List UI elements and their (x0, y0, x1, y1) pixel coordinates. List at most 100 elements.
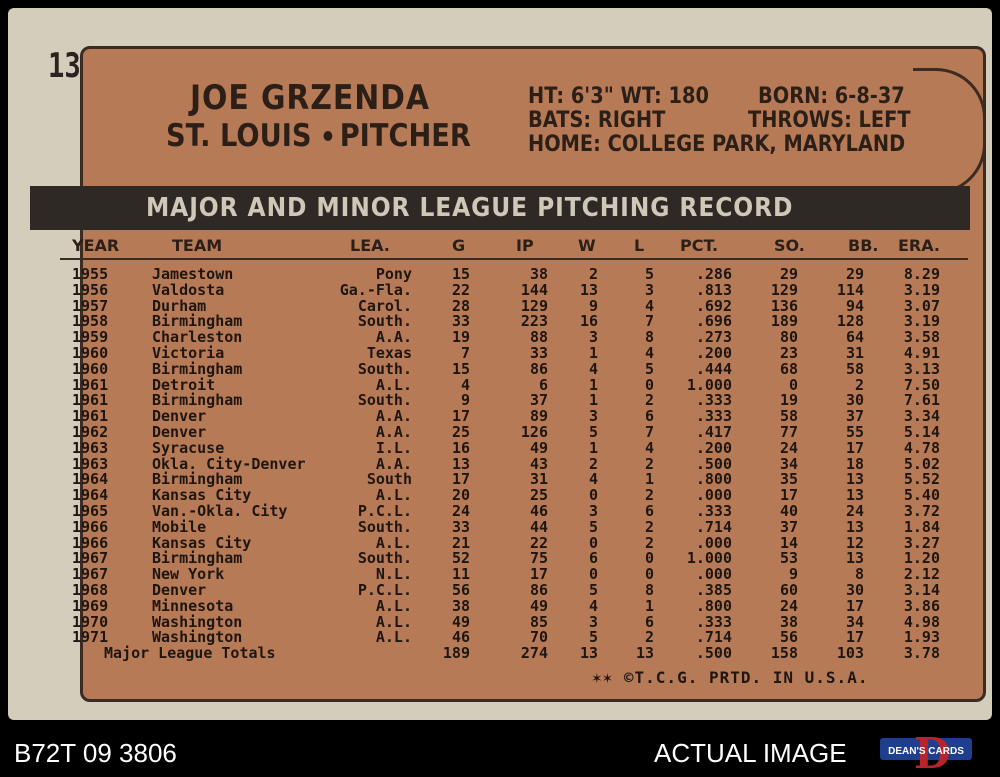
cell-innings: 44 (529, 517, 548, 536)
cell-losses: 6 (644, 502, 654, 520)
cell-team: Okla. City-Denver (152, 454, 306, 473)
cell-wins: 4 (588, 596, 598, 615)
cell-walks: 18 (845, 454, 864, 473)
cell-losses: 2 (644, 517, 654, 536)
cell-year: 1956 (72, 280, 109, 299)
cell-pct: .692 (695, 296, 732, 315)
cell-year: 1960 (72, 344, 109, 362)
cell-strikeouts: 19 (779, 391, 798, 410)
cell-era: 5.40 (903, 486, 940, 505)
cell-games: 17 (451, 470, 470, 489)
cell-strikeouts: 24 (779, 596, 798, 615)
header-losses: L (634, 236, 645, 255)
cell-era: 3.72 (903, 502, 940, 520)
cell-innings: 86 (529, 359, 548, 378)
cell-era: 1.93 (903, 628, 940, 647)
cell-walks: 13 (845, 486, 864, 505)
cell-league: A.L. (375, 628, 412, 647)
cell-league: A.A. (375, 328, 412, 347)
cell-wins: 3 (588, 502, 598, 520)
cell-games: 17 (451, 407, 470, 426)
totals-pct: .500 (695, 644, 732, 663)
cell-wins: 1 (588, 375, 598, 394)
cell-wins: 0 (588, 565, 598, 584)
cell-strikeouts: 56 (779, 628, 798, 647)
cell-league: South. (357, 359, 412, 378)
cell-walks: 13 (845, 549, 864, 568)
cell-games: 28 (451, 296, 470, 315)
cell-year: 1962 (72, 423, 109, 441)
inventory-code: B72T 09 3806 (14, 738, 177, 768)
cell-pct: 1.000 (686, 549, 732, 568)
cell-wins: 16 (579, 312, 598, 331)
cell-era: 3.27 (903, 533, 940, 552)
cell-league: A.L. (375, 375, 412, 394)
cell-era: 3.07 (903, 296, 940, 315)
cell-walks: 17 (845, 628, 864, 647)
cell-year: 1970 (72, 612, 109, 631)
cell-losses: 8 (644, 581, 654, 599)
cell-era: 3.58 (903, 328, 940, 347)
cell-era: 3.14 (903, 581, 940, 599)
cell-team: New York (152, 565, 225, 584)
cell-league: P.C.L. (357, 581, 412, 599)
cell-team: Mobile (152, 517, 207, 536)
cell-era: 5.02 (903, 454, 940, 473)
cell-era: 4.98 (903, 612, 940, 631)
cell-walks: 31 (845, 344, 864, 362)
cell-losses: 2 (644, 628, 654, 647)
totals-games: 189 (442, 644, 470, 663)
header-rule (60, 258, 968, 260)
cell-pct: .333 (695, 391, 732, 410)
cell-walks: 30 (845, 391, 864, 410)
cell-innings: 37 (529, 391, 548, 410)
cell-wins: 4 (588, 359, 598, 378)
cell-pct: .813 (695, 280, 732, 299)
cell-pct: .333 (695, 502, 732, 520)
cell-innings: 49 (529, 438, 548, 457)
cell-era: 4.91 (903, 344, 940, 362)
plate-notch-decoration (913, 68, 986, 194)
bats: BATS: RIGHT (528, 108, 666, 133)
cell-team: Syracuse (152, 438, 225, 457)
cell-league: A.L. (375, 596, 412, 615)
cell-wins: 5 (588, 628, 598, 647)
cell-team: Minnesota (152, 596, 234, 615)
cell-team: Denver (152, 407, 207, 426)
cell-team: Birmingham (152, 549, 243, 568)
cell-losses: 8 (644, 328, 654, 347)
cell-year: 1963 (72, 438, 109, 457)
cell-pct: .000 (695, 533, 732, 552)
cell-year: 1967 (72, 565, 109, 584)
cell-games: 33 (451, 517, 470, 536)
cell-pct: .800 (695, 470, 732, 489)
cell-walks: 34 (845, 612, 864, 631)
cell-innings: 126 (520, 423, 548, 441)
header-wins: W (578, 236, 596, 255)
cell-losses: 2 (644, 486, 654, 505)
cell-team: Jamestown (152, 265, 234, 283)
height-weight: HT: 6'3" WT: 180 (528, 84, 709, 109)
cell-wins: 5 (588, 517, 598, 536)
cell-strikeouts: 136 (770, 296, 798, 315)
cell-innings: 75 (529, 549, 548, 568)
cell-losses: 1 (644, 470, 654, 489)
cell-team: Kansas City (152, 486, 252, 505)
cell-innings: 6 (538, 375, 548, 394)
header-games: G (452, 236, 466, 255)
cell-pct: .000 (695, 565, 732, 584)
cell-year: 1971 (72, 628, 109, 647)
cell-games: 9 (460, 391, 470, 410)
cell-pct: .273 (695, 328, 732, 347)
cell-strikeouts: 24 (779, 438, 798, 457)
cell-year: 1955 (72, 265, 109, 283)
cell-era: 1.84 (903, 517, 940, 536)
cell-wins: 9 (588, 296, 598, 315)
cell-games: 46 (451, 628, 470, 647)
cell-team: Kansas City (152, 533, 252, 552)
cell-pct: .696 (695, 312, 732, 331)
cell-games: 49 (451, 612, 470, 631)
cell-walks: 12 (845, 533, 864, 552)
baseball-card-back: 13 (8, 8, 992, 720)
cell-innings: 38 (529, 265, 548, 283)
